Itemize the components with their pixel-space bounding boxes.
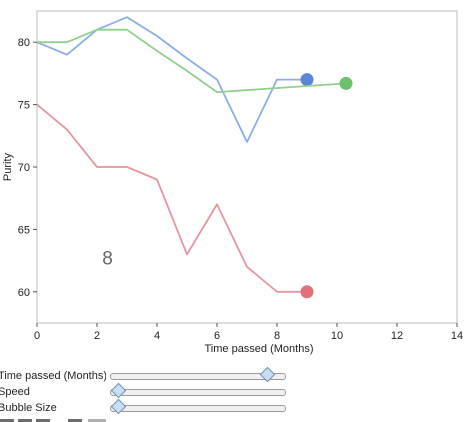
series-bubble-3[interactable] [300, 285, 314, 299]
y-tick-label: 70 [18, 162, 30, 174]
time-passed-slider[interactable] [110, 366, 286, 383]
playback-button[interactable] [68, 419, 82, 422]
x-tick-label: 10 [331, 330, 343, 342]
x-tick-label: 4 [154, 330, 160, 342]
y-tick-label: 65 [18, 224, 30, 236]
bubble-size-control: Bubble Size [0, 398, 300, 416]
animation-frame-label: 8 [102, 248, 113, 269]
series-line-3 [36, 103, 307, 293]
speed-label: Speed [0, 386, 30, 398]
y-axis: 60 65 70 75 80 [18, 37, 37, 299]
x-tick-label: 0 [34, 330, 40, 342]
x-tick-label: 6 [214, 330, 220, 342]
y-tick-label: 80 [18, 37, 30, 49]
time-passed-label: Time passed (Months) [0, 370, 106, 382]
x-tick-label: 8 [274, 330, 280, 342]
x-tick-label: 12 [391, 330, 403, 342]
y-axis-title: Purity [2, 152, 14, 181]
y-tick-label: 75 [18, 100, 30, 112]
x-axis: 0 2 4 6 8 10 12 14 [34, 323, 463, 342]
playback-button[interactable] [88, 419, 106, 422]
playback-buttons-strip [0, 416, 474, 422]
x-tick-label: 2 [94, 330, 100, 342]
series-line-1 [36, 16, 307, 143]
x-axis-title: Time passed (Months) [204, 343, 313, 355]
x-tick-label: 14 [451, 330, 463, 342]
chart: 0 2 4 6 8 10 12 14 60 65 70 75 80 8 Time passed (Mo… [2, 10, 463, 355]
bubble-size-label: Bubble Size [0, 402, 57, 414]
playback-button[interactable] [0, 419, 14, 422]
y-tick-label: 60 [18, 287, 30, 299]
speed-slider-thumb[interactable] [110, 382, 127, 399]
series-line-2 [37, 28, 347, 93]
bubble-size-slider-thumb[interactable] [110, 398, 127, 415]
time-passed-slider-thumb[interactable] [259, 366, 275, 383]
speed-control: Speed [0, 382, 300, 400]
bubble-size-slider[interactable] [110, 398, 286, 415]
series-bubble-1[interactable] [300, 73, 314, 87]
speed-slider[interactable] [110, 382, 286, 399]
playback-button[interactable] [36, 419, 50, 422]
series-layer [36, 16, 353, 299]
playback-button[interactable] [18, 419, 32, 422]
series-bubble-2[interactable] [339, 76, 353, 90]
time-passed-control: Time passed (Months) [0, 366, 300, 384]
